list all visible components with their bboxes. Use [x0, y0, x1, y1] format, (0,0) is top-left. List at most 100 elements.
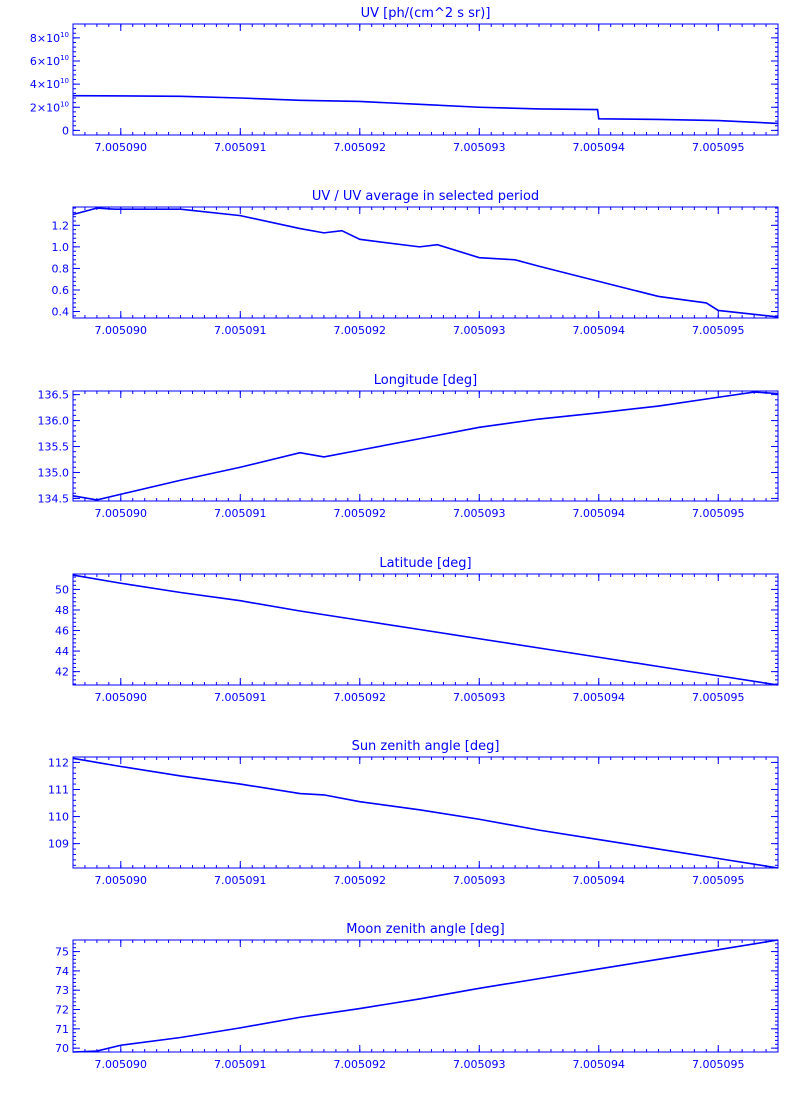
panel-title: Longitude [deg]	[374, 373, 477, 388]
x-tick-label: 7.005091	[214, 141, 267, 154]
x-tick-label: 7.005091	[214, 324, 267, 337]
panel-4: Latitude [deg] 7.005090 7.005091 7.005092 7.…	[55, 556, 779, 704]
y-tick-label: 134.5	[38, 492, 70, 505]
x-tick-label: 7.005093	[453, 1058, 506, 1071]
x-tick-label: 7.005093	[453, 691, 506, 704]
y-tick-label: 72	[55, 1004, 69, 1017]
y-tick-label: 110	[48, 811, 69, 824]
series-line	[72, 757, 779, 869]
x-tick-label: 7.005094	[573, 691, 626, 704]
y-tick-label: 1.0	[52, 241, 70, 254]
y-tick-label: 109	[48, 838, 69, 851]
x-tick-label: 7.005093	[453, 507, 506, 520]
x-tick-label: 7.005094	[573, 507, 626, 520]
plot-frame	[72, 573, 779, 686]
x-tick-label: 7.005095	[692, 141, 745, 154]
y-tick-label: 42	[55, 666, 69, 679]
y-tick-label: 135.0	[38, 466, 70, 479]
y-tick-label-base: 4×10	[30, 78, 60, 91]
y-tick-label: 6×1010	[30, 54, 69, 68]
x-tick-label: 7.005095	[692, 1058, 745, 1071]
y-tick-label: 4×1010	[30, 77, 69, 91]
y-tick-label: 0.8	[52, 262, 70, 275]
x-tick-label: 7.005092	[334, 141, 387, 154]
y-tick-label: 44	[55, 645, 69, 658]
y-tick-label: 73	[55, 984, 69, 997]
panel-title: Latitude [deg]	[379, 556, 471, 571]
x-tick-label: 7.005092	[334, 874, 387, 887]
panel-title: Sun zenith angle [deg]	[352, 739, 500, 754]
y-tick-label: 136.0	[38, 415, 70, 428]
series-line	[72, 94, 779, 125]
plot-frame	[72, 756, 779, 869]
x-tick-label: 7.005092	[334, 1058, 387, 1071]
x-tick-label: 7.005091	[214, 507, 267, 520]
panel-1: UV [ph/(cm^2 s sr)] 7.005090 7.005091 7.005…	[30, 6, 779, 154]
panel-2: UV / UV average in selected period 7.0050…	[52, 189, 779, 337]
panel-title: UV [ph/(cm^2 s sr)]	[361, 6, 491, 21]
x-tick-label: 7.005090	[95, 141, 148, 154]
y-tick-label: 48	[55, 604, 69, 617]
y-tick-label: 71	[55, 1023, 69, 1036]
y-tick-label: 1.2	[52, 219, 70, 232]
y-tick-label-base: 2×10	[30, 101, 60, 114]
y-tick-label: 135.5	[38, 441, 70, 454]
x-tick-label: 7.005094	[573, 324, 626, 337]
y-tick-label-base: 8×10	[30, 32, 60, 45]
x-tick-label: 7.005093	[453, 141, 506, 154]
y-tick-label-exponent: 10	[60, 31, 69, 39]
y-tick-label-exponent: 10	[60, 54, 69, 62]
panel-3: Longitude [deg] 7.005090 7.005091 7.005092 7…	[38, 373, 779, 520]
x-tick-label: 7.005095	[692, 324, 745, 337]
y-tick-label: 0.4	[52, 306, 70, 319]
y-tick-label: 8×1010	[30, 31, 69, 45]
y-tick-label: 75	[55, 946, 69, 959]
y-tick-label: 0.6	[52, 284, 70, 297]
y-tick-label: 46	[55, 625, 69, 638]
x-tick-label: 7.005090	[95, 1058, 148, 1071]
plot-frame	[72, 939, 779, 1053]
y-tick-label-exponent: 10	[60, 77, 69, 85]
y-tick-label: 2×1010	[30, 100, 69, 114]
x-tick-label: 7.005090	[95, 691, 148, 704]
x-tick-label: 7.005094	[573, 1058, 626, 1071]
panel-title: Moon zenith angle [deg]	[346, 922, 504, 937]
y-tick-label: 74	[55, 965, 69, 978]
y-tick-label: 70	[55, 1042, 69, 1055]
y-tick-label: 136.5	[38, 389, 70, 402]
x-tick-label: 7.005094	[573, 874, 626, 887]
x-tick-label: 7.005095	[692, 507, 745, 520]
series-line	[72, 574, 779, 686]
x-tick-label: 7.005092	[334, 324, 387, 337]
x-tick-label: 7.005090	[95, 874, 148, 887]
series-line	[72, 391, 779, 501]
y-tick-label: 0	[62, 124, 69, 137]
y-tick-label-base: 0	[62, 124, 69, 137]
x-tick-label: 7.005090	[95, 324, 148, 337]
series-line	[72, 939, 779, 1053]
x-tick-label: 7.005091	[214, 691, 267, 704]
x-tick-label: 7.005090	[95, 507, 148, 520]
x-tick-label: 7.005092	[334, 507, 387, 520]
plot-frame	[72, 206, 779, 319]
plot-frame	[72, 23, 779, 136]
y-tick-label-base: 6×10	[30, 55, 60, 68]
x-tick-label: 7.005092	[334, 691, 387, 704]
x-tick-label: 7.005095	[692, 874, 745, 887]
panel-title: UV / UV average in selected period	[312, 189, 539, 204]
x-tick-label: 7.005091	[214, 874, 267, 887]
plot-frame	[72, 390, 779, 502]
x-tick-label: 7.005091	[214, 1058, 267, 1071]
panel-5: Sun zenith angle [deg] 7.005090 7.005091 7.…	[48, 739, 779, 887]
y-tick-label: 50	[55, 583, 69, 596]
x-tick-label: 7.005093	[453, 324, 506, 337]
x-tick-label: 7.005094	[573, 141, 626, 154]
y-tick-label: 112	[48, 756, 69, 769]
x-tick-label: 7.005093	[453, 874, 506, 887]
panel-6: Moon zenith angle [deg] 7.005090 7.005091 7…	[55, 922, 779, 1071]
y-tick-label-exponent: 10	[60, 100, 69, 108]
y-tick-label: 111	[48, 783, 69, 796]
x-tick-label: 7.005095	[692, 691, 745, 704]
series-line	[72, 207, 779, 318]
